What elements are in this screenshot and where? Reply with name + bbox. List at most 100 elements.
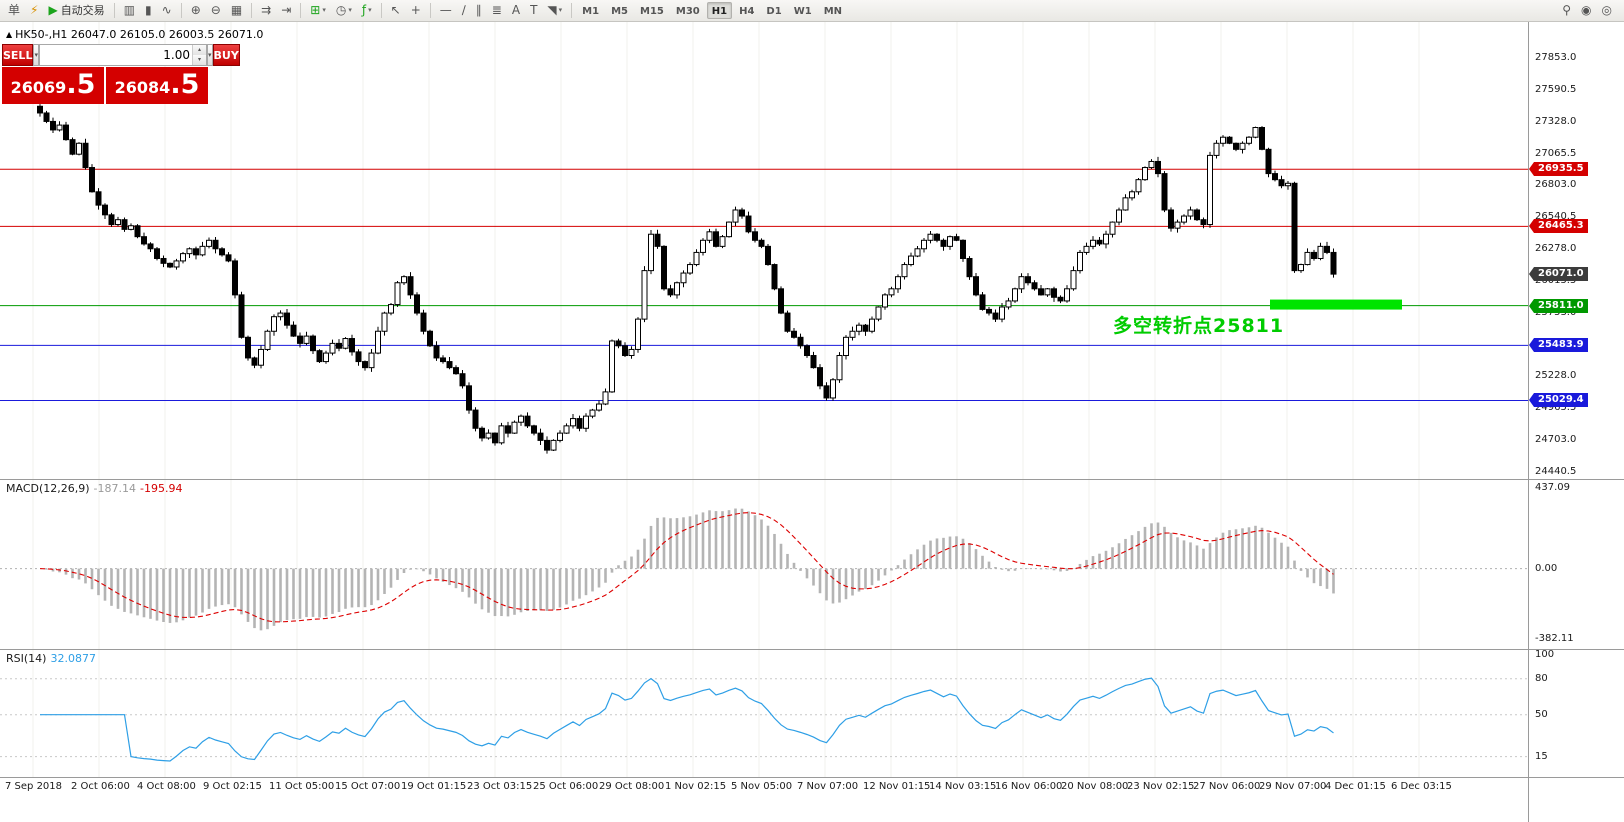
crosshair-icon: + (410, 3, 421, 17)
equidistant-channel-button[interactable]: ∥ (472, 1, 486, 20)
volume-input[interactable] (39, 45, 192, 65)
cursor-icon: ↖ (390, 3, 401, 17)
line-chart-button[interactable]: ∿ (158, 1, 176, 20)
tile-windows-button[interactable]: ▦ (227, 1, 246, 20)
chart-shift-icon: ⇥ (281, 3, 292, 17)
horizontal-line-button[interactable]: — (436, 1, 456, 20)
sell-price-display[interactable]: 26069.5 (2, 67, 104, 104)
rsi-value: 32.0877 (50, 652, 96, 665)
buy-options-dropdown[interactable]: ▾ (206, 44, 213, 66)
timeframe-mn-button[interactable]: MN (823, 6, 843, 17)
new-order-button[interactable]: 单 (4, 1, 24, 20)
price-axis-label: 24703.0 (1535, 434, 1577, 446)
time-axis-label: 4 Dec 01:15 (1325, 781, 1386, 792)
candlestick-chart-button[interactable]: ▮ (141, 1, 156, 20)
auto-scroll-icon: ⇉ (261, 3, 272, 17)
text-icon: A (511, 3, 521, 17)
one-click-trading-panel: SELL ▾ ▴ ▾ ▾ BUY 26069.5 26084.5 (2, 44, 240, 104)
symbol-ohlc-text: HK50-,H1 26047.0 26105.0 26003.5 26071.0 (15, 28, 264, 41)
horizontal-line-icon: — (439, 3, 452, 17)
sell-options-dropdown[interactable]: ▾ (33, 44, 39, 66)
tile-windows-icon: ▦ (230, 3, 243, 17)
community-button[interactable]: ◎ (1598, 1, 1616, 20)
symbol-marker-icon: ▲ (6, 30, 13, 39)
hline-price-tag: 25029.4 (1529, 393, 1588, 408)
zoom-in-button[interactable]: ⊕ (187, 1, 205, 20)
bar-chart-icon: ▥ (123, 3, 136, 17)
sell-price-frac: .5 (66, 69, 96, 100)
time-axis-label: 16 Nov 06:00 (995, 781, 1063, 792)
volume-up-button[interactable]: ▴ (192, 45, 206, 55)
new-chart-button[interactable]: ⊞ ▾ (306, 1, 330, 20)
timeframe-m1-button[interactable]: M1 (582, 6, 600, 17)
rsi-pane-separator[interactable] (0, 649, 1624, 650)
search-button[interactable]: ⚲ (1558, 1, 1575, 20)
rsi-axis-label: 15 (1535, 750, 1548, 762)
alerts-icon: ◉ (1581, 3, 1592, 17)
price-axis-label: 27853.0 (1535, 52, 1577, 64)
autotrading-button[interactable]: ▶ 自动交易 (44, 1, 108, 20)
buy-price-display[interactable]: 26084.5 (106, 67, 208, 104)
zoom-out-button[interactable]: ⊖ (207, 1, 225, 20)
cursor-button[interactable]: ↖ (387, 1, 405, 20)
volume-box: ▴ ▾ (38, 44, 207, 66)
text-label-icon: T (530, 3, 538, 17)
text-label-button[interactable]: T (526, 1, 541, 20)
time-axis[interactable]: 7 Sep 2018 2 Oct 06:00 4 Oct 08:00 9 Oct 02… (0, 778, 1528, 796)
timeframe-d1-button[interactable]: D1 (766, 6, 782, 17)
autotrading-icon: ▶ (48, 3, 58, 17)
new-chart-icon: ⊞ (310, 3, 321, 17)
rsi-indicator-label: RSI(14) 32.0877 (6, 652, 96, 665)
sell-button[interactable]: SELL (2, 44, 34, 66)
profiles-button[interactable]: ◷ ▾ (332, 1, 356, 20)
time-axis-label: 2 Oct 06:00 (71, 781, 130, 792)
buy-price-main: 26084 (114, 78, 171, 97)
mql-market-button[interactable]: ⚡ (26, 1, 42, 20)
price-axis-label: 26803.0 (1535, 179, 1577, 191)
macd-name: MACD(12,26,9) (6, 482, 90, 495)
timeframe-m30-button[interactable]: M30 (675, 6, 700, 17)
time-axis-label: 29 Oct 08:00 (599, 781, 665, 792)
price-axis-label: 24965.5 (1535, 402, 1577, 414)
line-chart-icon: ∿ (161, 3, 172, 17)
time-axis-label: 27 Nov 06:00 (1193, 781, 1261, 792)
bar-chart-button[interactable]: ▥ (120, 1, 139, 20)
indicators-button[interactable]: ƒ ▾ (358, 1, 376, 20)
alerts-button[interactable]: ◉ (1577, 1, 1595, 20)
chart-shift-button[interactable]: ⇥ (277, 1, 295, 20)
candlestick-chart-icon: ▮ (145, 3, 152, 17)
timeframe-m5-button[interactable]: M5 (611, 6, 629, 17)
time-axis-label: 7 Sep 2018 (5, 781, 63, 792)
time-axis-label: 15 Oct 07:00 (335, 781, 401, 792)
time-axis-label: 29 Nov 07:00 (1259, 781, 1327, 792)
rsi-axis-label: 100 (1535, 648, 1555, 660)
buy-button[interactable]: BUY (212, 44, 240, 66)
hline-price-tag: 25811.0 (1529, 298, 1588, 313)
text-button[interactable]: A (508, 1, 524, 20)
timeframe-h1-button[interactable]: H1 (706, 2, 733, 19)
crosshair-button[interactable]: + (407, 1, 425, 20)
chevron-down-icon: ▾ (368, 6, 372, 14)
auto-scroll-button[interactable]: ⇉ (257, 1, 275, 20)
timeframe-m15-button[interactable]: M15 (640, 6, 664, 17)
profiles-icon: ◷ (335, 3, 347, 17)
price-axis[interactable]: 27853.0 27590.5 27328.0 27065.5 26803.0 26540… (1528, 22, 1624, 822)
volume-down-button[interactable]: ▾ (192, 55, 206, 65)
new-order-icon: 单 (8, 3, 21, 17)
fibonacci-button[interactable]: ≣ (488, 1, 506, 20)
macd-pane-separator[interactable] (0, 479, 1624, 480)
timeframe-w1-button[interactable]: W1 (793, 6, 812, 17)
price-axis-label: 27065.5 (1535, 147, 1577, 159)
current-price-tag: 26071.0 (1529, 267, 1588, 282)
macd-indicator-label: MACD(12,26,9) -187.14 -195.94 (6, 482, 182, 495)
toolbar-separator (113, 3, 115, 18)
time-axis-label: 25 Oct 06:00 (533, 781, 599, 792)
trendline-button[interactable]: ∕ (458, 1, 470, 20)
arrows-button[interactable]: ◥ ▾ (543, 1, 566, 20)
rsi-name: RSI(14) (6, 652, 47, 665)
macd-axis-label: -382.11 (1535, 633, 1574, 645)
timeframe-h4-button[interactable]: H4 (739, 6, 755, 17)
time-axis-label: 20 Nov 08:00 (1061, 781, 1129, 792)
